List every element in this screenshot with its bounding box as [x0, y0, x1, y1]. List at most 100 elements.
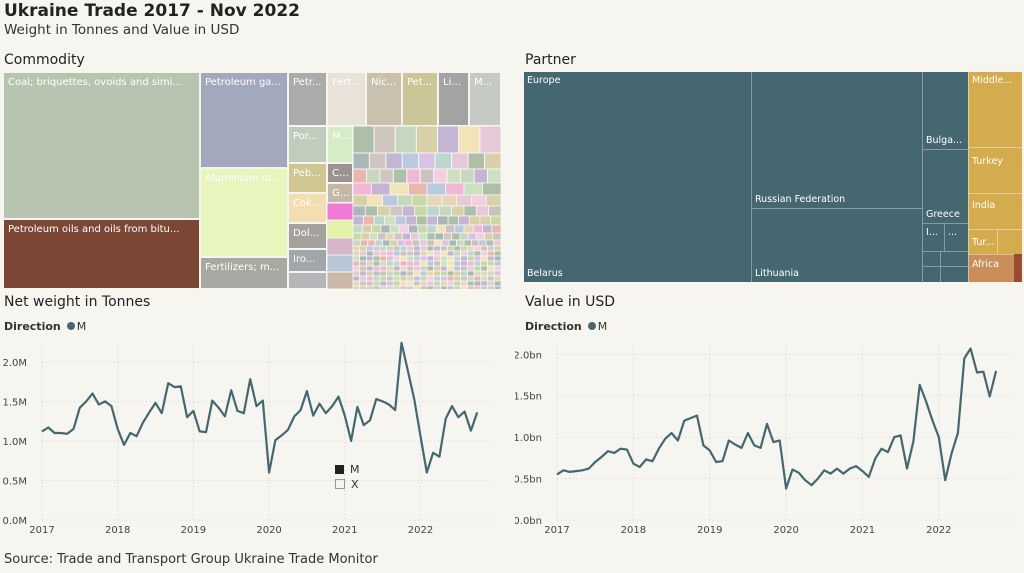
small-tile[interactable]: [401, 232, 411, 241]
small-tile[interactable]: [447, 215, 460, 226]
overlay-legend-m[interactable]: M: [335, 463, 360, 476]
small-tile[interactable]: [433, 239, 443, 247]
small-tile[interactable]: [389, 239, 398, 247]
small-tile[interactable]: [372, 260, 381, 267]
small-tile[interactable]: [419, 270, 428, 277]
small-tile[interactable]: [366, 270, 374, 277]
small-tile[interactable]: [385, 232, 395, 241]
small-tile[interactable]: [382, 239, 391, 247]
small-tile[interactable]: [359, 260, 367, 267]
treemap-tile-petr[interactable]: Petr...: [288, 72, 327, 126]
small-tile[interactable]: [392, 245, 401, 252]
small-tile[interactable]: [463, 239, 472, 247]
small-tile[interactable]: [352, 270, 361, 277]
small-tile[interactable]: [453, 265, 461, 272]
small-tile[interactable]: [453, 275, 461, 282]
small-tile[interactable]: [468, 215, 481, 226]
small-tile[interactable]: [487, 260, 495, 267]
small-tile[interactable]: [352, 152, 370, 170]
small-tile[interactable]: [372, 250, 381, 257]
small-tile[interactable]: [413, 265, 421, 272]
small-tile[interactable]: [326, 237, 354, 256]
small-tile[interactable]: [374, 239, 384, 247]
partner-tile-middle-east[interactable]: Middle...: [968, 72, 1022, 148]
small-tile[interactable]: [418, 152, 436, 170]
small-tile[interactable]: [379, 270, 387, 277]
small-tile[interactable]: [492, 232, 501, 241]
small-tile[interactable]: [372, 255, 381, 262]
small-tile[interactable]: [466, 255, 475, 262]
small-tile[interactable]: [399, 280, 408, 287]
treemap-tile-pet[interactable]: Pet...: [402, 72, 438, 126]
small-tile[interactable]: [352, 215, 365, 226]
small-tile[interactable]: [419, 285, 428, 289]
small-tile[interactable]: [361, 224, 372, 234]
small-tile[interactable]: [440, 260, 448, 267]
small-tile[interactable]: [393, 232, 403, 241]
small-tile[interactable]: [379, 280, 387, 287]
small-tile[interactable]: [352, 275, 361, 282]
small-tile[interactable]: [352, 239, 361, 247]
small-tile[interactable]: [460, 285, 468, 289]
small-tile[interactable]: [485, 239, 495, 247]
small-tile[interactable]: [451, 232, 461, 241]
small-tile[interactable]: [487, 285, 495, 289]
small-tile[interactable]: [415, 125, 438, 154]
small-tile[interactable]: [426, 194, 443, 207]
small-tile[interactable]: [419, 260, 428, 267]
small-tile[interactable]: [377, 205, 391, 217]
small-tile[interactable]: [392, 285, 401, 289]
small-tile[interactable]: [433, 260, 441, 267]
small-tile[interactable]: [493, 239, 501, 247]
small-tile[interactable]: [445, 182, 465, 196]
small-tile[interactable]: [466, 270, 475, 277]
small-tile[interactable]: [445, 224, 456, 234]
series-line-M[interactable]: [556, 347, 998, 490]
small-tile[interactable]: [379, 245, 387, 252]
small-tile[interactable]: [460, 275, 468, 282]
small-tile[interactable]: [472, 224, 483, 234]
small-tile[interactable]: [413, 275, 421, 282]
small-tile[interactable]: [484, 152, 501, 170]
small-tile[interactable]: [446, 260, 455, 267]
small-tile[interactable]: [493, 285, 501, 289]
small-tile[interactable]: [414, 205, 428, 217]
small-tile[interactable]: [373, 125, 396, 154]
small-tile[interactable]: [399, 265, 408, 272]
small-tile[interactable]: [419, 265, 428, 272]
small-tile[interactable]: [379, 250, 387, 257]
small-tile[interactable]: [453, 245, 461, 252]
small-tile[interactable]: [411, 239, 421, 247]
small-tile[interactable]: [433, 285, 441, 289]
small-tile[interactable]: [473, 280, 482, 287]
small-tile[interactable]: [460, 250, 468, 257]
small-tile[interactable]: [426, 245, 435, 252]
small-tile[interactable]: [484, 232, 494, 241]
small-tile[interactable]: [446, 285, 455, 289]
small-tile[interactable]: [396, 194, 413, 207]
small-tile[interactable]: [392, 265, 401, 272]
partner-treemap[interactable]: Europe Belarus Russian Federation Lithua…: [524, 72, 1022, 282]
small-tile[interactable]: [473, 270, 482, 277]
small-tile[interactable]: [479, 215, 491, 226]
small-tile[interactable]: [446, 168, 462, 184]
small-tile[interactable]: [475, 232, 485, 241]
small-tile[interactable]: [359, 270, 367, 277]
small-tile[interactable]: [352, 280, 361, 287]
small-tile[interactable]: [460, 255, 468, 262]
small-tile[interactable]: [426, 224, 437, 234]
treemap-tile-por[interactable]: Por...: [288, 126, 327, 163]
partner-tile-lithuania[interactable]: Lithuania: [752, 209, 923, 282]
small-tile[interactable]: [396, 239, 406, 247]
small-tile[interactable]: [413, 285, 421, 289]
small-tile[interactable]: [352, 255, 361, 262]
small-tile[interactable]: [440, 250, 448, 257]
small-tile[interactable]: [466, 275, 475, 282]
small-tile[interactable]: [493, 250, 501, 257]
small-tile[interactable]: [489, 215, 501, 226]
partner-tile-india[interactable]: India: [968, 194, 1022, 230]
small-tile[interactable]: [413, 270, 421, 277]
small-tile[interactable]: [453, 280, 461, 287]
small-tile[interactable]: [366, 168, 381, 184]
small-tile[interactable]: [366, 280, 374, 287]
